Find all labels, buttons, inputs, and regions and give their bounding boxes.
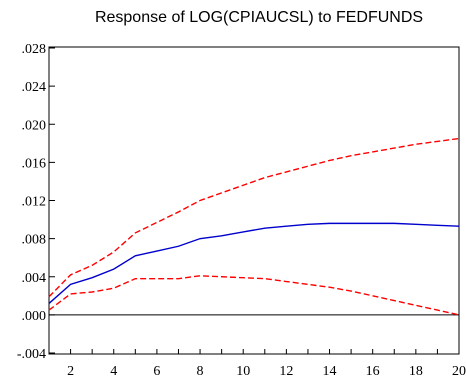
x-tick-label: 16 [366, 364, 380, 379]
x-tick-label: 10 [236, 364, 250, 379]
y-tick-label: .000 [22, 309, 47, 324]
lower-band-line [48, 275, 460, 316]
x-tick-label: 2 [67, 364, 74, 379]
y-tick-label: .008 [22, 233, 47, 248]
y-tick-label: .028 [22, 42, 47, 57]
x-tick-label: 14 [323, 364, 337, 379]
x-tick-label: 8 [197, 364, 204, 379]
x-axis: 2 4 6 8 10 12 14 16 18 20 [48, 349, 466, 379]
y-tick-label: .004 [22, 271, 47, 286]
y-axis: -.004 .000 .004 .008 .012 .016 .020 .024 .028 [17, 42, 55, 362]
y-tick-label: .020 [22, 118, 47, 133]
x-tick-label: 12 [279, 364, 293, 379]
series-layer [48, 137, 460, 316]
y-tick-label: -.004 [17, 347, 46, 362]
x-tick-label: 18 [409, 364, 423, 379]
x-tick-label: 4 [110, 364, 117, 379]
y-tick-label: .016 [22, 156, 47, 171]
x-tick-label: 20 [452, 364, 466, 379]
response-line [48, 222, 460, 304]
chart-title: Response of LOG(CPIAUCSL) to FEDFUNDS [95, 9, 423, 26]
y-tick-label: .024 [22, 80, 47, 95]
upper-band-line [48, 137, 460, 298]
plot-frame [48, 46, 460, 355]
y-tick-label: .012 [22, 195, 47, 210]
x-tick-label: 6 [153, 364, 160, 379]
